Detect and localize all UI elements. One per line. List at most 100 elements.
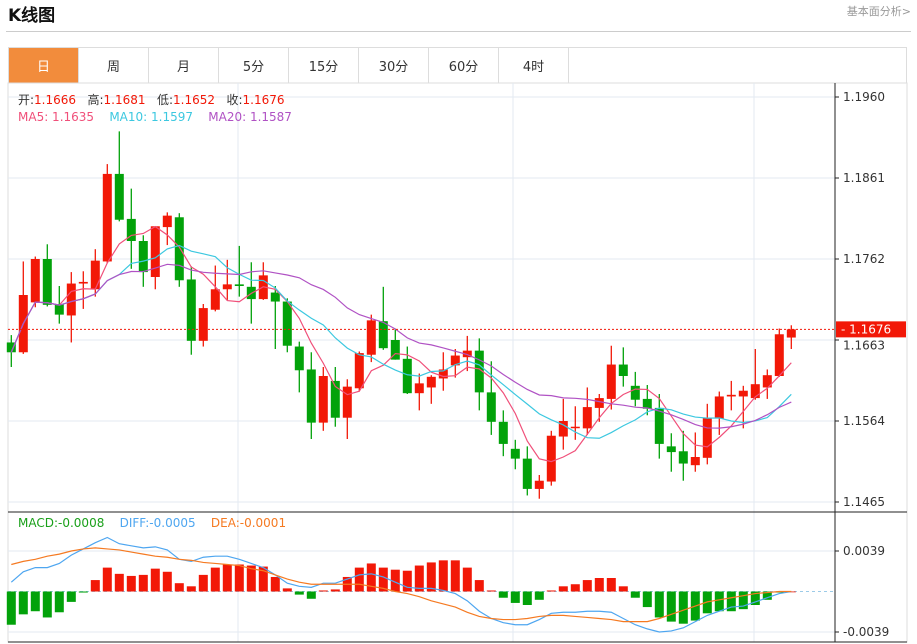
candle-body bbox=[210, 289, 220, 310]
candle-body bbox=[402, 358, 412, 394]
macd-bar bbox=[90, 580, 100, 592]
diff-legend-value: DIFF:-0.0005 bbox=[119, 516, 196, 530]
candle bbox=[30, 256, 40, 308]
macd-bar bbox=[114, 573, 124, 592]
candle bbox=[114, 131, 124, 222]
candle bbox=[102, 164, 112, 264]
high-value: 1.1681 bbox=[103, 93, 146, 107]
macd-bar bbox=[450, 560, 460, 592]
tab-5min[interactable]: 5分 bbox=[219, 48, 289, 83]
tab-4hour[interactable]: 4时 bbox=[499, 48, 569, 83]
candle-body bbox=[342, 386, 352, 418]
low-label: 低: bbox=[157, 93, 174, 107]
macd-bar bbox=[486, 590, 496, 592]
price-tick-label: 1.1762 bbox=[843, 252, 885, 266]
macd-bar bbox=[42, 591, 52, 618]
candle bbox=[402, 346, 412, 394]
candle-body bbox=[42, 259, 52, 305]
macd-bar bbox=[102, 567, 112, 592]
tab-month[interactable]: 月 bbox=[149, 48, 219, 83]
candle bbox=[654, 394, 664, 459]
candle-body bbox=[414, 383, 424, 394]
candle bbox=[354, 351, 364, 392]
macd-bar bbox=[174, 583, 184, 592]
candle bbox=[510, 439, 520, 470]
candle-body bbox=[630, 385, 640, 400]
candle-body bbox=[390, 340, 400, 360]
candle bbox=[210, 265, 220, 312]
candle bbox=[702, 403, 712, 465]
candle-body bbox=[786, 329, 796, 338]
macd-bar bbox=[198, 574, 208, 592]
macd-tick-label: -0.0039 bbox=[843, 625, 889, 639]
tab-week[interactable]: 周 bbox=[79, 48, 149, 83]
candle bbox=[198, 304, 208, 347]
candle-body bbox=[534, 480, 544, 489]
candle bbox=[282, 298, 292, 353]
candle-body bbox=[474, 350, 484, 393]
macd-bar bbox=[330, 589, 340, 592]
candle-body bbox=[330, 380, 340, 418]
macd-bar bbox=[366, 563, 376, 592]
candle bbox=[522, 446, 532, 496]
candle bbox=[318, 367, 328, 431]
candle bbox=[306, 352, 316, 439]
candle-body bbox=[30, 259, 40, 303]
candle-body bbox=[678, 451, 688, 464]
macd-bar bbox=[606, 578, 616, 592]
macd-bar bbox=[582, 580, 592, 592]
candle bbox=[738, 385, 748, 429]
candle-body bbox=[198, 308, 208, 341]
open-value: 1.1666 bbox=[34, 93, 77, 107]
macd-bar bbox=[234, 564, 244, 592]
tab-day[interactable]: 日 bbox=[9, 48, 79, 83]
close-label: 收: bbox=[226, 93, 243, 107]
macd-bar bbox=[282, 588, 292, 592]
candle bbox=[390, 328, 400, 360]
candle-body bbox=[174, 217, 184, 281]
ohlc-legend: 开:1.1666 高:1.1681 低:1.1652 收:1.1676 bbox=[18, 93, 285, 107]
candle bbox=[414, 373, 424, 411]
macd-bar bbox=[522, 591, 532, 605]
macd-bar bbox=[294, 591, 304, 595]
tab-60min[interactable]: 60分 bbox=[429, 48, 499, 83]
candle bbox=[234, 245, 244, 297]
header-divider bbox=[6, 31, 911, 32]
candle-body bbox=[714, 396, 724, 419]
candle bbox=[558, 398, 568, 450]
macd-bar bbox=[642, 591, 652, 608]
dea-line bbox=[11, 547, 792, 623]
candle-body bbox=[78, 281, 88, 284]
ma5-line bbox=[10, 225, 792, 463]
period-tabs: 日 周 月 5分 15分 30分 60分 4时 bbox=[8, 47, 907, 83]
ma-legend: MA5: 1.1635 MA10: 1.1597 MA20: 1.1587 bbox=[18, 110, 292, 124]
macd-bar bbox=[438, 560, 448, 592]
candle-body bbox=[570, 426, 580, 429]
macd-bar bbox=[570, 584, 580, 592]
candle-body bbox=[498, 421, 508, 444]
candle bbox=[582, 387, 592, 435]
candle bbox=[462, 335, 472, 372]
candle bbox=[66, 272, 76, 343]
macd-bar bbox=[414, 565, 424, 592]
fundamental-analysis-link[interactable]: 基本面分析> bbox=[846, 5, 911, 18]
candle-body bbox=[270, 292, 280, 302]
price-tick-label: 1.1465 bbox=[843, 495, 885, 509]
tab-15min[interactable]: 15分 bbox=[289, 48, 359, 83]
macd-bar bbox=[246, 565, 256, 592]
macd-bar bbox=[726, 591, 736, 612]
candle-body bbox=[222, 284, 232, 290]
candle-body bbox=[306, 369, 316, 423]
candle-body bbox=[618, 364, 628, 376]
macd-bar bbox=[306, 591, 316, 599]
diff-line bbox=[10, 536, 792, 633]
candle bbox=[342, 379, 352, 439]
tab-30min[interactable]: 30分 bbox=[359, 48, 429, 83]
candle-body bbox=[54, 304, 64, 315]
price-tick-label: 1.1960 bbox=[843, 90, 885, 104]
candle-body bbox=[774, 334, 784, 376]
page-title: K线图 bbox=[8, 6, 56, 26]
candle-body bbox=[546, 435, 556, 482]
high-label: 高: bbox=[87, 93, 104, 107]
